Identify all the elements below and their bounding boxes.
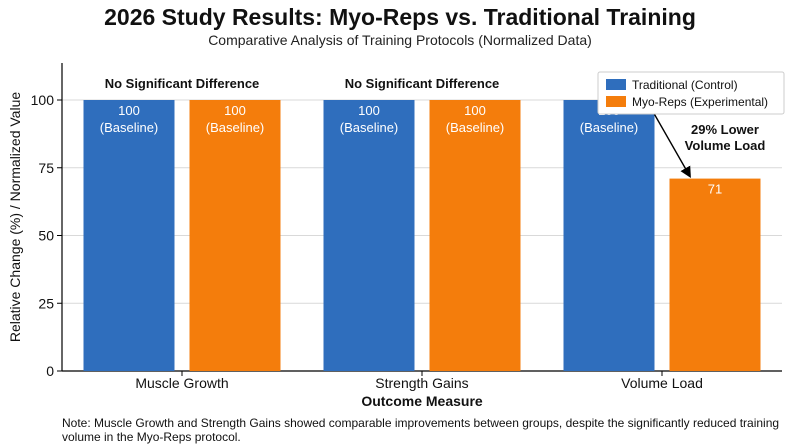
bar (189, 100, 281, 371)
x-tick-label: Volume Load (621, 375, 703, 391)
bar-data-label: (Baseline) (340, 120, 399, 135)
annotation-arrow (651, 109, 691, 179)
legend-box (597, 71, 785, 115)
bar-data-label: 100 (118, 103, 140, 118)
chart-title: 2026 Study Results: Myo-Reps vs. Traditi… (104, 4, 696, 30)
annotation-label: No Significant Difference (105, 76, 260, 91)
bar-data-label: (Baseline) (446, 120, 505, 135)
annotation-label: 29% Lower (691, 122, 759, 137)
footnote: Note: Muscle Growth and Strength Gains s… (62, 416, 780, 444)
bar (669, 178, 761, 371)
annotation-label: No Significant Difference (345, 76, 500, 91)
bar-data-label: (Baseline) (100, 120, 159, 135)
x-tick-label: Strength Gains (375, 375, 468, 391)
legend-swatch (606, 79, 626, 90)
x-axis-title: Outcome Measure (361, 393, 483, 409)
bar-data-label: 100 (358, 103, 380, 118)
annotation-label: Volume Load (685, 138, 766, 153)
bar-data-label: (Baseline) (580, 120, 639, 135)
y-tick-label: 50 (38, 228, 54, 244)
bar-data-label: 71 (708, 182, 722, 197)
y-tick-label: 25 (38, 295, 54, 311)
bar-data-label: 100 (224, 103, 246, 118)
bar (429, 100, 521, 371)
y-axis-title: Relative Change (%) / Normalized Value (7, 92, 23, 343)
bar (323, 100, 415, 371)
legend-label: Myo-Reps (Experimental) (632, 95, 768, 109)
legend-label: Traditional (Control) (632, 78, 738, 92)
legend-swatch (606, 96, 626, 107)
y-tick-label: 0 (46, 363, 54, 379)
bar (83, 100, 175, 371)
x-tick-label: Muscle Growth (135, 375, 228, 391)
bar-data-label: (Baseline) (206, 120, 265, 135)
y-tick-label: 75 (38, 160, 54, 176)
chart-subtitle: Comparative Analysis of Training Protoco… (208, 32, 592, 48)
bar-data-label: 100 (464, 103, 486, 118)
bar (563, 100, 655, 371)
y-tick-label: 100 (31, 92, 55, 108)
